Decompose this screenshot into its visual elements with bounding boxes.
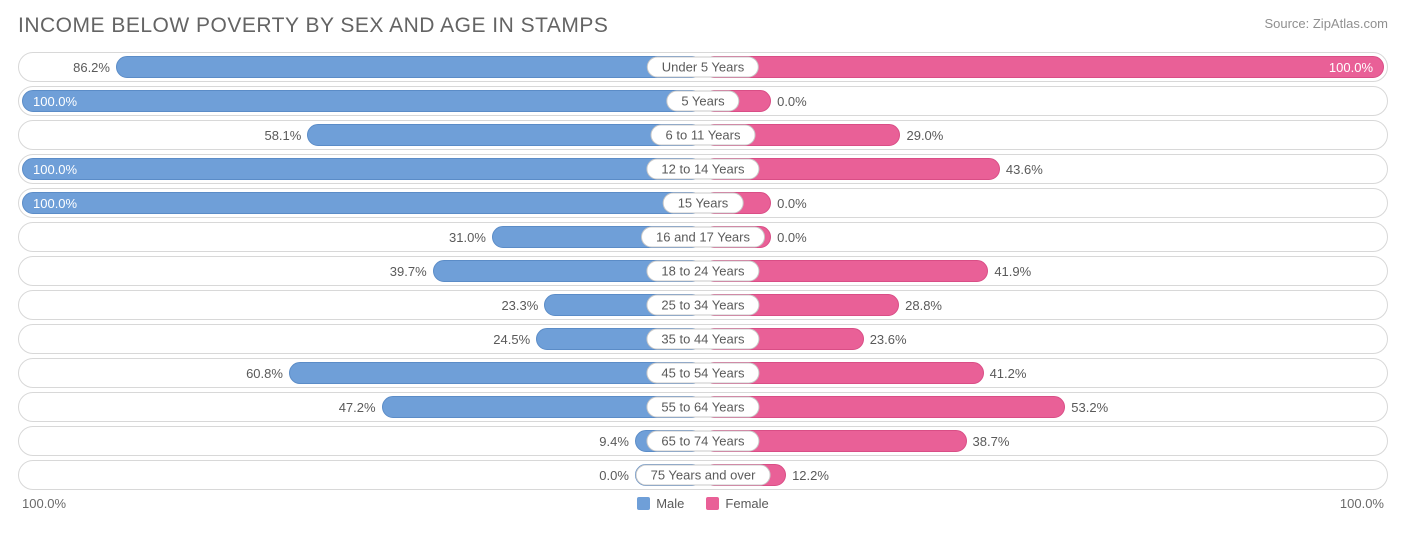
- legend-female-label: Female: [725, 496, 768, 511]
- chart-source: Source: ZipAtlas.com: [1264, 16, 1388, 31]
- male-bar: [289, 362, 703, 384]
- male-value: 39.7%: [390, 260, 427, 282]
- category-label: 65 to 74 Years: [646, 431, 759, 452]
- male-bar: 100.0%: [22, 192, 703, 214]
- chart-row: 39.7% 41.9% 18 to 24 Years: [18, 256, 1388, 286]
- legend-male-swatch: [637, 497, 650, 510]
- category-label: 25 to 34 Years: [646, 295, 759, 316]
- male-value: 24.5%: [493, 328, 530, 350]
- male-value: 100.0%: [33, 94, 77, 109]
- male-bar: 100.0%: [22, 90, 703, 112]
- male-value: 31.0%: [449, 226, 486, 248]
- male-value: 58.1%: [264, 124, 301, 146]
- female-bar: 100.0%: [703, 56, 1384, 78]
- legend-male: Male: [637, 496, 684, 511]
- category-label: Under 5 Years: [647, 57, 759, 78]
- male-value: 86.2%: [73, 56, 110, 78]
- category-label: 16 and 17 Years: [641, 227, 765, 248]
- legend-female-swatch: [706, 497, 719, 510]
- male-value: 9.4%: [599, 430, 629, 452]
- male-value: 60.8%: [246, 362, 283, 384]
- male-value: 0.0%: [599, 464, 629, 486]
- category-label: 12 to 14 Years: [646, 159, 759, 180]
- female-value: 41.2%: [990, 362, 1027, 384]
- female-value: 0.0%: [777, 226, 807, 248]
- chart-row: 0.0% 12.2% 75 Years and over: [18, 460, 1388, 490]
- chart-row: 9.4% 38.7% 65 to 74 Years: [18, 426, 1388, 456]
- category-label: 15 Years: [663, 193, 744, 214]
- female-value: 100.0%: [1329, 60, 1373, 75]
- legend: Male Female: [637, 496, 769, 511]
- category-label: 5 Years: [666, 91, 739, 112]
- chart-header: INCOME BELOW POVERTY BY SEX AND AGE IN S…: [18, 14, 1388, 38]
- male-value: 100.0%: [33, 162, 77, 177]
- category-label: 6 to 11 Years: [651, 125, 756, 146]
- female-value: 28.8%: [905, 294, 942, 316]
- chart-title: INCOME BELOW POVERTY BY SEX AND AGE IN S…: [18, 14, 608, 38]
- chart-row: 58.1% 29.0% 6 to 11 Years: [18, 120, 1388, 150]
- chart-row: 100.0% 0.0% 15 Years: [18, 188, 1388, 218]
- axis-right-label: 100.0%: [1340, 496, 1384, 511]
- male-value: 23.3%: [501, 294, 538, 316]
- chart-row: 23.3% 28.8% 25 to 34 Years: [18, 290, 1388, 320]
- legend-male-label: Male: [656, 496, 684, 511]
- female-value: 43.6%: [1006, 158, 1043, 180]
- male-value: 100.0%: [33, 196, 77, 211]
- female-value: 38.7%: [973, 430, 1010, 452]
- chart-row: 100.0% 86.2% Under 5 Years: [18, 52, 1388, 82]
- category-label: 45 to 54 Years: [646, 363, 759, 384]
- axis-left-label: 100.0%: [22, 496, 66, 511]
- chart-row: 60.8% 41.2% 45 to 54 Years: [18, 358, 1388, 388]
- male-bar: 100.0%: [22, 158, 703, 180]
- category-label: 18 to 24 Years: [646, 261, 759, 282]
- female-value: 53.2%: [1071, 396, 1108, 418]
- chart-footer: 100.0% Male Female 100.0%: [18, 496, 1388, 511]
- female-value: 23.6%: [870, 328, 907, 350]
- chart-row: 24.5% 23.6% 35 to 44 Years: [18, 324, 1388, 354]
- female-value: 0.0%: [777, 90, 807, 112]
- category-label: 35 to 44 Years: [646, 329, 759, 350]
- chart-row: 100.0% 43.6% 12 to 14 Years: [18, 154, 1388, 184]
- female-value: 12.2%: [792, 464, 829, 486]
- male-value: 47.2%: [339, 396, 376, 418]
- category-label: 75 Years and over: [636, 465, 771, 486]
- female-value: 0.0%: [777, 192, 807, 214]
- male-bar: [307, 124, 703, 146]
- chart-row: 100.0% 0.0% 5 Years: [18, 86, 1388, 116]
- chart-area: 100.0% 86.2% Under 5 Years 100.0% 0.0% 5 Year…: [18, 52, 1388, 490]
- chart-row: 47.2% 53.2% 55 to 64 Years: [18, 392, 1388, 422]
- male-bar: [116, 56, 703, 78]
- chart-row: 31.0% 0.0% 16 and 17 Years: [18, 222, 1388, 252]
- category-label: 55 to 64 Years: [646, 397, 759, 418]
- legend-female: Female: [706, 496, 768, 511]
- female-value: 41.9%: [994, 260, 1031, 282]
- female-value: 29.0%: [906, 124, 943, 146]
